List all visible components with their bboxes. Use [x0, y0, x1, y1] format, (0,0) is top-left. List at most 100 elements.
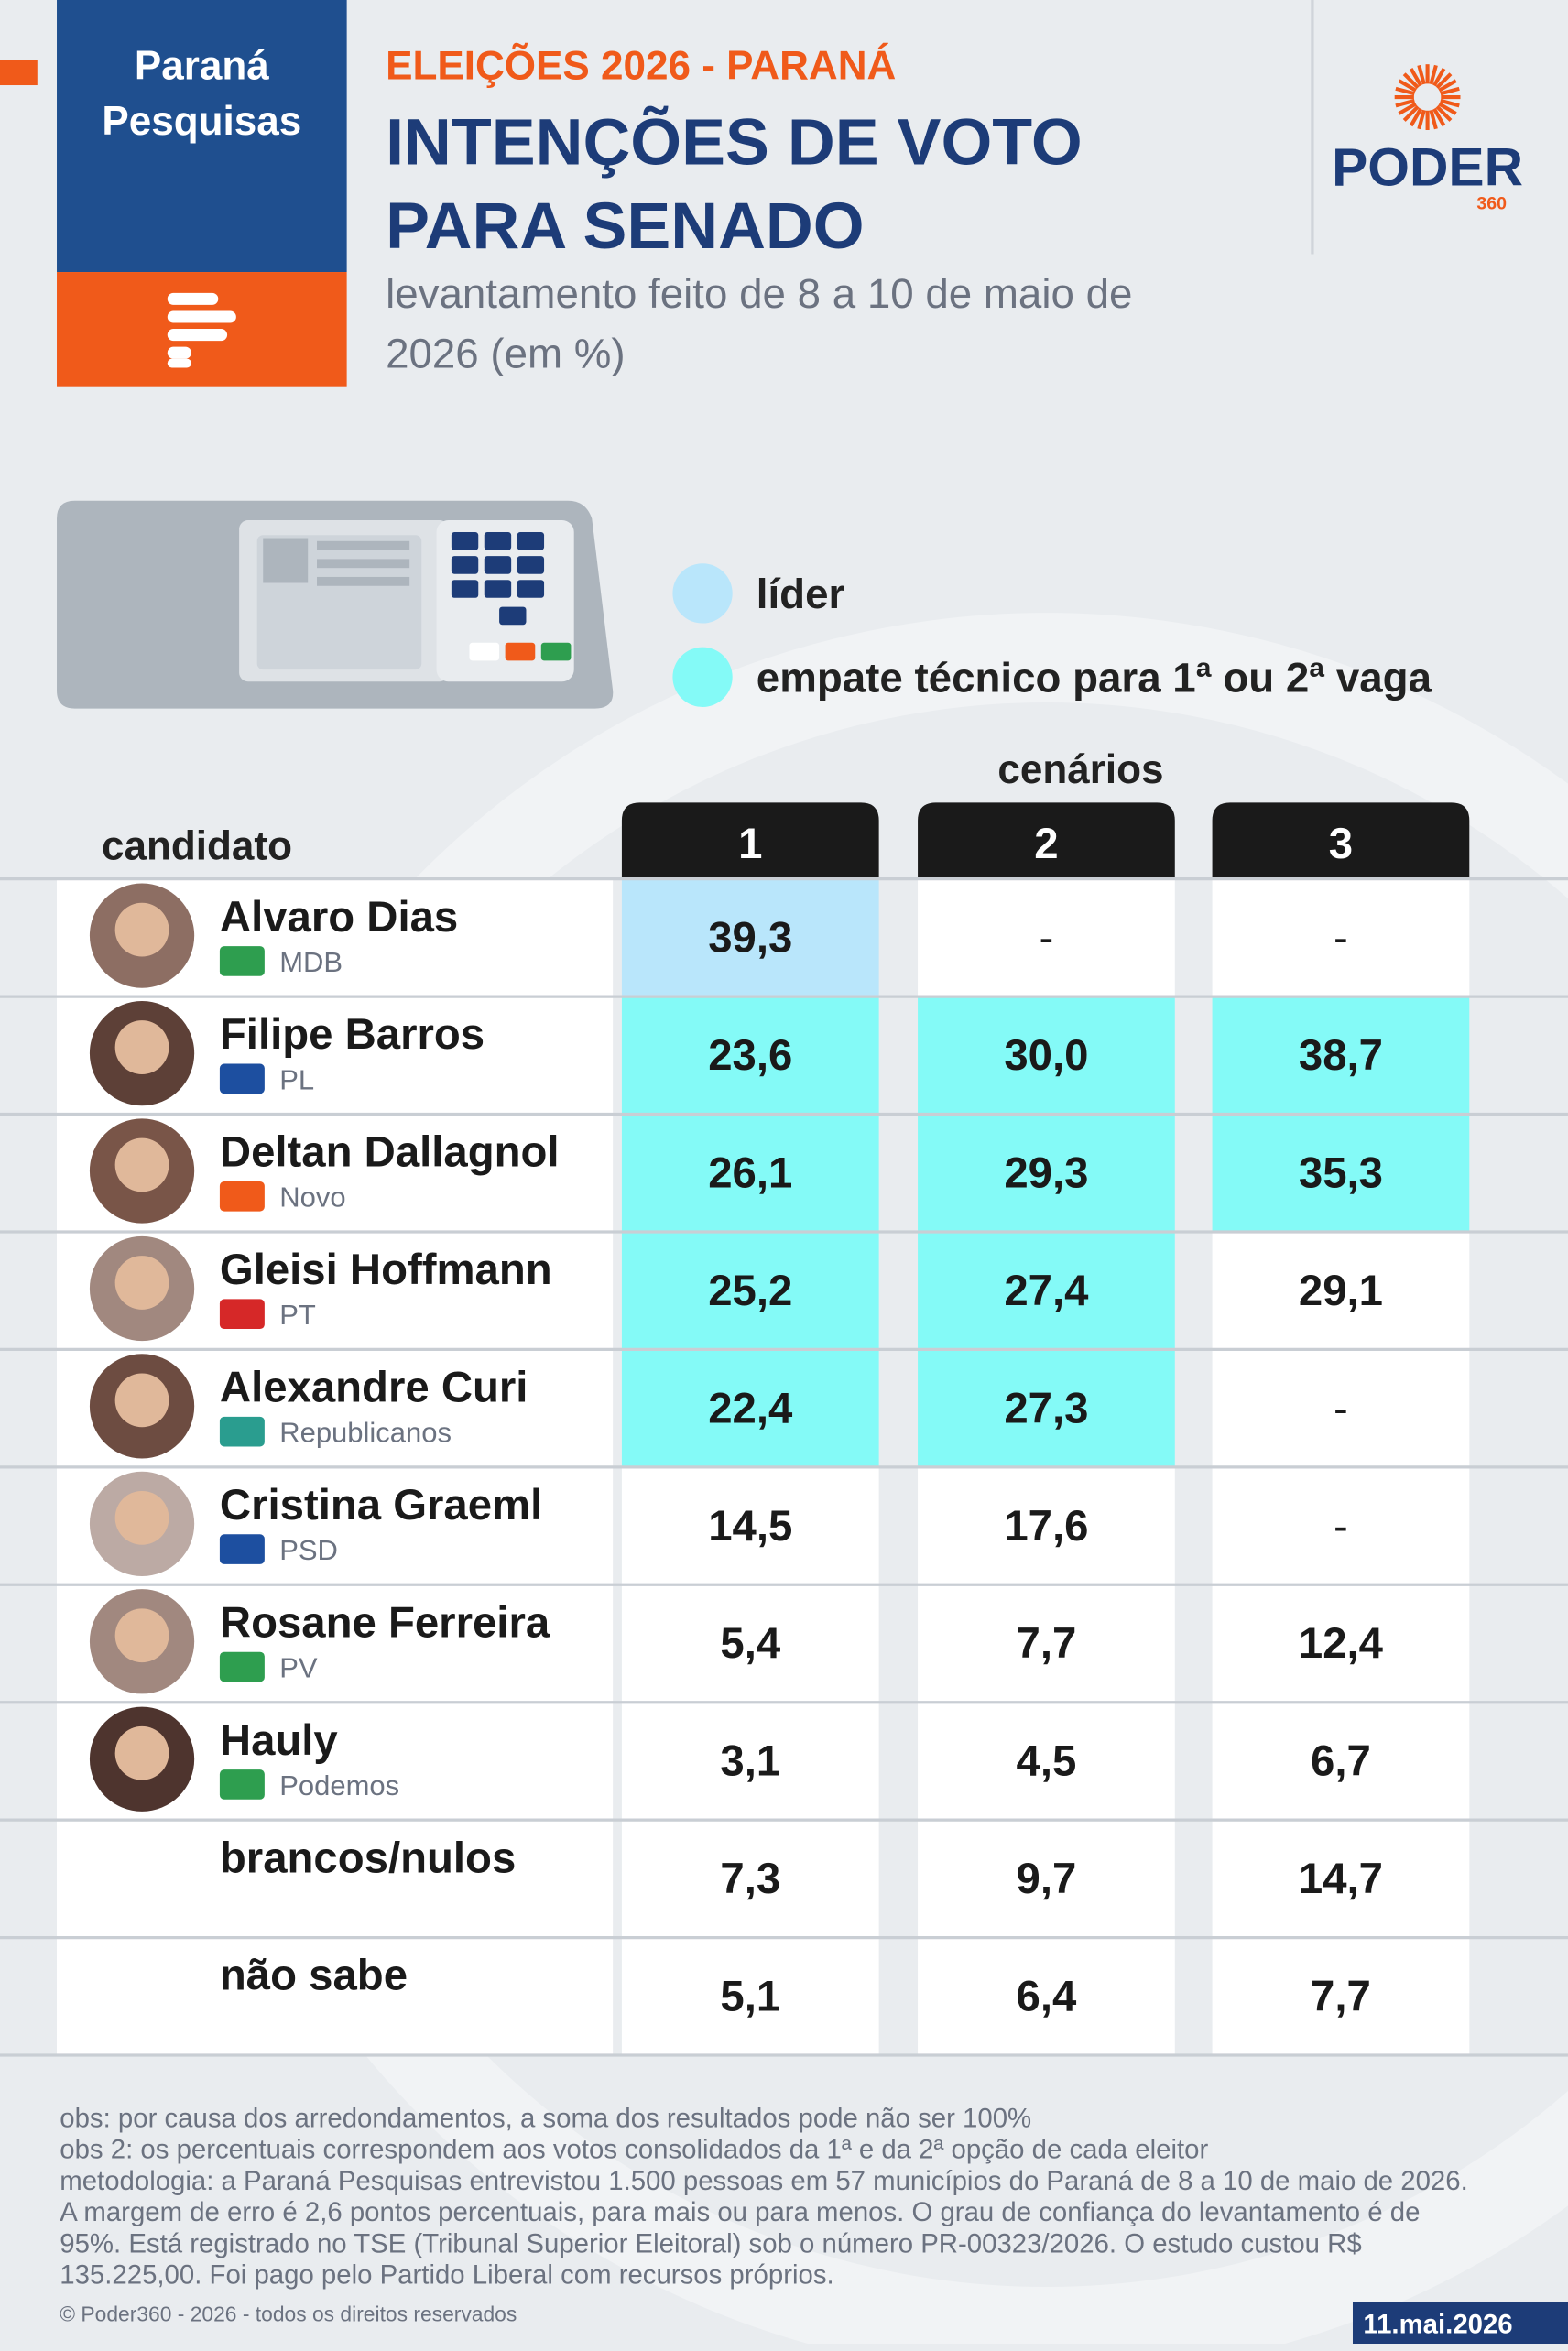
- cell: [1212, 996, 1470, 1115]
- scenario-label: 2: [1034, 820, 1058, 868]
- key: [484, 556, 512, 574]
- ray: [1438, 102, 1457, 115]
- ray: [1429, 64, 1438, 85]
- ray: [1409, 107, 1423, 127]
- ray: [1398, 79, 1417, 93]
- cell-value: 7,3: [720, 1855, 780, 1903]
- group-label: cenários: [997, 747, 1163, 792]
- candidate-name: Alvaro Dias: [220, 893, 458, 941]
- subtitle: levantamento feito de 8 a 10 de maio de: [386, 270, 1132, 317]
- ray: [1395, 86, 1415, 96]
- ray: [1440, 98, 1460, 108]
- cell-value: 6,4: [1017, 1973, 1077, 2021]
- cell: [1212, 1231, 1470, 1350]
- legend-label: líder: [757, 571, 845, 617]
- cell: [918, 996, 1175, 1115]
- cell-value: 14,5: [708, 1502, 792, 1551]
- kicker: ELEIÇÕES 2026 - PARANÁ: [386, 42, 896, 88]
- cell-value: 12,4: [1299, 1619, 1384, 1668]
- candidate-name: Alexandre Curi: [220, 1364, 528, 1412]
- scenario-label: 3: [1329, 820, 1353, 868]
- scenario-tab: [1212, 802, 1470, 879]
- key: [484, 580, 512, 598]
- cell-value: 22,4: [708, 1384, 793, 1432]
- note: A margem de erro é 2,6 pontos percentuai…: [60, 2197, 1420, 2227]
- cell-value: 17,6: [1004, 1502, 1088, 1551]
- logo-sub: 360: [1476, 193, 1507, 213]
- cell-value: -: [1334, 1384, 1348, 1432]
- ray: [1395, 98, 1415, 108]
- cell: [918, 1466, 1175, 1585]
- cell-value: -: [1334, 914, 1348, 963]
- photo-face: [114, 1608, 169, 1663]
- scenario-tab: [918, 802, 1175, 879]
- cell: [1212, 1820, 1470, 1938]
- cell: [1212, 878, 1470, 997]
- cell-value: 39,3: [708, 914, 792, 963]
- ray: [1402, 72, 1420, 90]
- party: Novo: [279, 1181, 345, 1214]
- cell-value: 14,7: [1299, 1855, 1383, 1903]
- cell: [621, 1466, 879, 1585]
- tab: [0, 60, 38, 86]
- date: 11.mai.2026: [1363, 2310, 1512, 2340]
- cell: [621, 1937, 879, 2056]
- cell: [1212, 1349, 1470, 1467]
- candidate-name: brancos/nulos: [220, 1834, 516, 1882]
- cell-value: -: [1040, 914, 1054, 963]
- party: PL: [279, 1063, 314, 1095]
- party-logo: [219, 1769, 265, 1800]
- legend-swatch: [672, 563, 733, 624]
- row-bg: [57, 1820, 614, 1938]
- cell: [621, 1114, 879, 1232]
- key: [451, 580, 479, 598]
- key: [517, 556, 545, 574]
- photo-face: [114, 1137, 169, 1192]
- photo-face: [114, 1373, 169, 1428]
- date-box: [1352, 2302, 1568, 2345]
- key: [517, 532, 545, 550]
- cell-value: 26,1: [708, 1148, 792, 1197]
- photo-face: [114, 1490, 169, 1545]
- note: obs: por causa dos arredondamentos, a so…: [60, 2103, 1031, 2133]
- cell-value: 9,7: [1017, 1855, 1077, 1903]
- column-header: candidato: [102, 823, 292, 868]
- cell-value: 35,3: [1299, 1148, 1383, 1197]
- cell-value: 3,1: [720, 1737, 780, 1786]
- scenario-tab: [621, 802, 879, 879]
- cell-value: -: [1334, 1502, 1348, 1551]
- brand: Pesquisas: [102, 99, 301, 144]
- candidate-name: Deltan Dallagnol: [220, 1128, 560, 1177]
- cell: [621, 996, 879, 1115]
- brand-icon: [167, 292, 236, 368]
- cell-value: 6,7: [1311, 1737, 1371, 1786]
- legend-label: empate técnico para 1ª ou 2ª vaga: [757, 655, 1432, 702]
- ray: [1398, 102, 1417, 115]
- note: 135.225,00. Foi pago pelo Partido Libera…: [60, 2260, 833, 2291]
- cell: [1212, 1584, 1470, 1703]
- key: [451, 556, 479, 574]
- cell-value: 25,2: [708, 1267, 792, 1315]
- key: [517, 580, 545, 598]
- cell-value: 29,3: [1004, 1148, 1088, 1197]
- ray: [1432, 107, 1446, 127]
- ray: [1417, 109, 1426, 130]
- ray: [1417, 64, 1426, 85]
- cell-value: 30,0: [1004, 1031, 1088, 1080]
- candidate-name: Filipe Barros: [220, 1010, 485, 1059]
- ray: [1402, 105, 1420, 122]
- cell: [918, 1231, 1175, 1350]
- subtitle: 2026 (em %): [386, 330, 626, 376]
- photo-face: [114, 902, 169, 957]
- cell-value: 7,7: [1311, 1973, 1371, 2021]
- cell: [621, 1820, 879, 1938]
- party-logo: [219, 1651, 265, 1682]
- brand: Paraná: [135, 43, 269, 88]
- party-logo: [219, 1534, 265, 1564]
- key: [484, 532, 512, 550]
- legend-swatch: [672, 647, 733, 707]
- cell-value: 38,7: [1299, 1031, 1383, 1080]
- ray: [1409, 67, 1423, 87]
- row-bg: [57, 1937, 614, 2056]
